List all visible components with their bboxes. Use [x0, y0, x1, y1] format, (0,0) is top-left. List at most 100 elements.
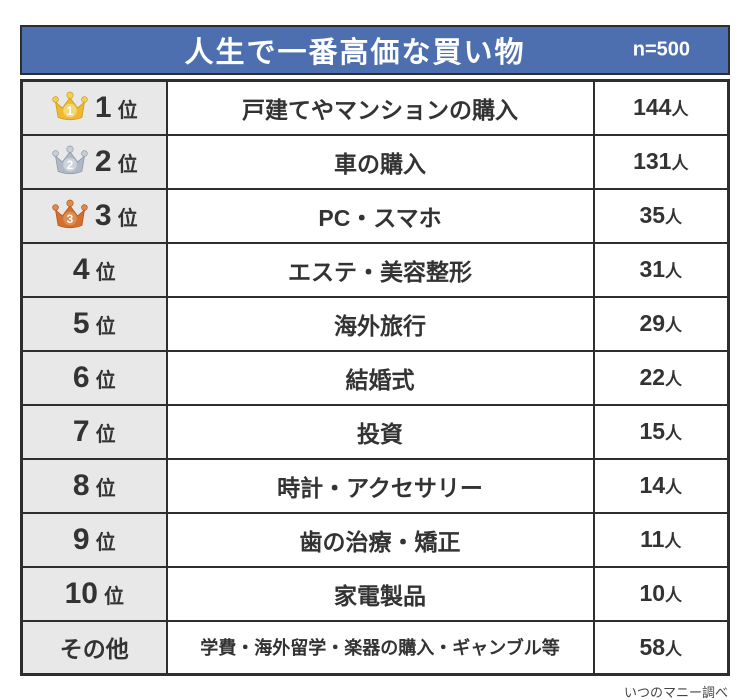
source-credit: いつのマニー調べ — [623, 685, 728, 700]
table-row: 6 位結婚式 22人 — [20, 349, 730, 406]
rank-suffix: 位 — [95, 477, 116, 500]
item-cell: 歯の治療・矯正 — [165, 511, 595, 568]
rank-suffix: 位 — [95, 423, 116, 446]
count-cell: 131人 — [592, 133, 730, 190]
count-suffix: 人 — [671, 154, 689, 173]
rank-number: 5 — [72, 306, 90, 340]
count-cell: 144人 — [592, 79, 730, 136]
count-number: 144 — [633, 94, 672, 121]
item-cell: 家電製品 — [165, 565, 595, 622]
item-cell: 海外旅行 — [165, 295, 595, 352]
count-number: 35 — [639, 202, 666, 228]
count-cell: 14人 — [592, 457, 730, 514]
page-title: 人生で一番高価な買い物 — [184, 37, 526, 69]
bronze-crown-icon: 3 — [51, 199, 89, 233]
rank-number: 8 — [72, 468, 90, 502]
count-cell: 29人 — [592, 295, 730, 352]
count-number: 14 — [639, 472, 666, 498]
table-row: 5 位海外旅行 29人 — [20, 295, 730, 352]
gold-crown-icon: 1 — [51, 91, 89, 125]
svg-text:3: 3 — [67, 211, 74, 225]
count-number: 22 — [639, 364, 666, 390]
rank-suffix: 位 — [95, 531, 116, 554]
count-suffix: 人 — [665, 639, 683, 659]
count-suffix: 人 — [665, 262, 683, 281]
table-row: 10 位家電製品 10人 — [20, 565, 730, 622]
rank-suffix: 位 — [95, 369, 116, 392]
count-number: 11 — [640, 526, 665, 552]
count-cell: 11人 — [592, 511, 730, 568]
item-cell: エステ・美容整形 — [165, 241, 595, 298]
ranking-table: 1 1 位戸建てやマンションの購入 144人 2 2 位車の購入 131人 3 3 位 PC・スマホ 3… — [20, 79, 730, 676]
table-header: 人生で一番高価な買い物 n=500 — [20, 25, 730, 75]
count-suffix: 人 — [665, 424, 683, 443]
count-suffix: 人 — [671, 100, 689, 120]
rank-cell: 10 位 — [20, 565, 168, 622]
rank-suffix: 位 — [117, 207, 138, 230]
rank-number: 3 — [94, 198, 112, 232]
rank-number: 7 — [72, 414, 90, 448]
item-cell: 学費・海外留学・楽器の購入・ギャンブル等 — [165, 619, 595, 676]
count-number: 131 — [633, 148, 672, 174]
silver-crown-icon: 2 — [51, 145, 89, 179]
rank-other-label: その他 — [59, 636, 129, 663]
rank-cell: その他 — [20, 619, 168, 676]
rank-label: 10 位 — [23, 576, 166, 610]
count-cell: 58人 — [592, 619, 730, 676]
count-suffix: 人 — [665, 586, 683, 605]
table-row: その他 学費・海外留学・楽器の購入・ギャンブル等 58人 — [20, 619, 730, 676]
count-number: 15 — [639, 418, 666, 444]
count-suffix: 人 — [664, 532, 682, 551]
sample-size-label: n=500 — [632, 38, 690, 61]
count-cell: 10人 — [592, 565, 730, 622]
rank-suffix: 位 — [95, 261, 116, 284]
rank-suffix: 位 — [117, 99, 138, 122]
count-cell: 35人 — [592, 187, 730, 244]
rank-number: 6 — [72, 360, 90, 394]
rank-number: 2 — [94, 144, 112, 178]
rank-label: その他 — [23, 630, 166, 664]
item-cell: 時計・アクセサリー — [165, 457, 595, 514]
rank-number: 4 — [72, 252, 90, 286]
rank-suffix: 位 — [95, 315, 116, 338]
table-row: 9 位歯の治療・矯正 11人 — [20, 511, 730, 568]
count-cell: 15人 — [592, 403, 730, 460]
rank-suffix: 位 — [103, 585, 124, 608]
count-cell: 22人 — [592, 349, 730, 406]
count-number: 29 — [639, 310, 666, 336]
item-cell: 投資 — [165, 403, 595, 460]
table-row: 3 3 位 PC・スマホ 35人 — [20, 187, 730, 244]
rank-number: 1 — [94, 90, 112, 124]
count-suffix: 人 — [665, 478, 683, 497]
count-suffix: 人 — [665, 370, 683, 389]
rank-suffix: 位 — [117, 153, 138, 176]
rank-number: 9 — [72, 522, 90, 556]
table-row: 2 2 位車の購入 131人 — [20, 133, 730, 190]
item-cell: 車の購入 — [165, 133, 595, 190]
count-suffix: 人 — [665, 316, 683, 335]
table-row: 7 位投資 15人 — [20, 403, 730, 460]
count-suffix: 人 — [665, 208, 683, 227]
table-row: 1 1 位戸建てやマンションの購入 144人 — [20, 79, 730, 136]
count-cell: 31人 — [592, 241, 730, 298]
table-row: 4 位エステ・美容整形 31人 — [20, 241, 730, 298]
ranking-board: 人生で一番高価な買い物 n=500 1 1 位戸建てやマンションの購入 144人 2 2 位… — [20, 25, 730, 700]
item-cell: PC・スマホ — [165, 187, 595, 244]
rank-number: 10 — [64, 576, 98, 610]
count-number: 31 — [639, 256, 666, 282]
